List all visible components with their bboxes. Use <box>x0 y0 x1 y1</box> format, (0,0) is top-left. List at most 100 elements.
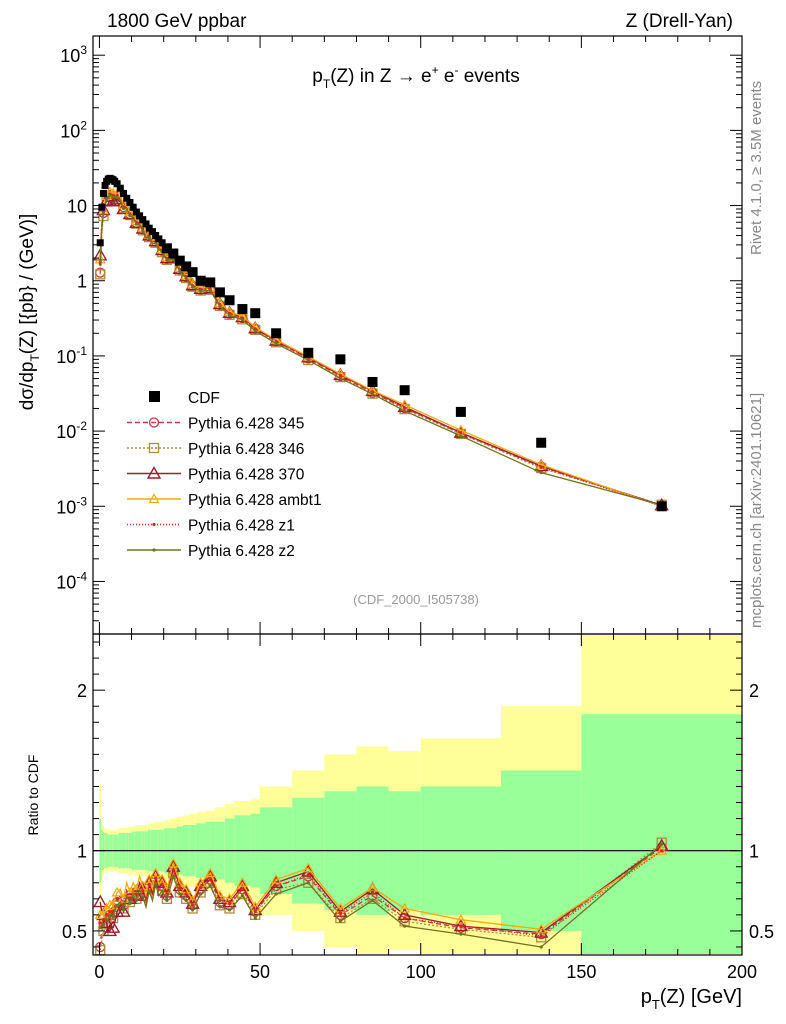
legend: CDF Pythia 6.428 345 Pythia 6.428 346 Pythi… <box>127 390 322 560</box>
main-ytick-label-1: 10-3 <box>56 494 87 517</box>
ratio-marker-5-18 <box>141 895 145 899</box>
ratio-frame <box>92 633 743 956</box>
legend-marker-3 <box>148 493 160 504</box>
ratio-marker-4-35 <box>253 910 257 914</box>
cdf-point-31 <box>205 277 216 288</box>
ratio-marker-3-37 <box>302 862 314 873</box>
ratio-marker-3-26 <box>167 857 179 868</box>
ratio-marker-4-6 <box>108 910 112 914</box>
main-ytick-exponent-1: -3 <box>76 494 87 508</box>
ratio-uncertainty-bands <box>99 635 742 954</box>
ratio-marker-4-29 <box>190 903 195 907</box>
ratio-marker-4-24 <box>160 882 164 886</box>
main-marker-5-40 <box>403 409 407 413</box>
ratio-ytick-label-right-2: 2 <box>749 681 759 701</box>
ratio-marker-2-22 <box>148 868 163 882</box>
main-marker-5-29 <box>190 285 195 289</box>
ratio-marker-3-34 <box>236 877 248 887</box>
main-ytick-label-3: 10-1 <box>56 344 87 367</box>
ratio-marker-3-43 <box>656 844 668 855</box>
ratio-marker-5-12 <box>121 908 126 912</box>
main-ytick-exponent-3: -1 <box>76 344 87 358</box>
ratio-marker-2-6 <box>102 923 118 937</box>
main-ytick-mantissa-2: 10 <box>56 422 76 442</box>
ratio-marker-3-41 <box>455 913 467 924</box>
plot-frames <box>92 35 743 956</box>
legend-label-2: Pythia 6.428 370 <box>188 467 305 484</box>
ratio-marker-5-27 <box>178 892 182 896</box>
cdf-point-0 <box>96 239 104 247</box>
ratio-marker-5-35 <box>253 916 257 920</box>
ratio-marker-5-43 <box>660 842 664 846</box>
legend-marker-4 <box>152 522 156 527</box>
cdf-point-14 <box>126 198 134 206</box>
main-marker-5-6 <box>108 193 112 198</box>
main-marker-5-8 <box>111 195 115 199</box>
ratio-marker-5-0 <box>98 926 102 930</box>
title-rest: (Z) in Z → e <box>330 66 431 87</box>
ratio-marker-4-36 <box>274 884 278 888</box>
cdf-point-15 <box>129 203 137 211</box>
main-ytick-label-6: 102 <box>60 118 87 141</box>
ratio-marker-2-0 <box>93 894 108 908</box>
main-marker-5-39 <box>370 392 375 396</box>
main-marker-5-14 <box>128 213 132 218</box>
header-left: 1800 GeV ppbar <box>107 11 247 32</box>
xlabel-sub: T <box>652 997 660 1012</box>
ratio-marker-5-40 <box>403 924 407 928</box>
ratio-ytick-label-left-0: 0.5 <box>62 922 87 942</box>
cdf-point-27 <box>174 255 185 266</box>
main-marker-5-31 <box>208 288 212 293</box>
ratio-marker-4-33 <box>227 902 232 906</box>
cdf-point-17 <box>136 212 144 220</box>
title-e2: e <box>439 66 455 87</box>
xlabel-p: p <box>641 986 652 1008</box>
main-marker-5-0 <box>98 262 102 266</box>
main-title: pT(Z) in Z → e+ e- events <box>312 63 519 91</box>
legend-label-4: Pythia 6.428 z1 <box>188 518 295 535</box>
main-marker-4-40 <box>403 406 407 410</box>
legend-label-5: Pythia 6.428 z2 <box>188 543 295 560</box>
ratio-xtick-label-1: 50 <box>250 962 270 982</box>
legend-marker-2 <box>146 466 162 479</box>
cdf-point-29 <box>187 267 198 278</box>
cdf-point-10 <box>113 180 121 188</box>
main-marker-5-16 <box>134 222 138 226</box>
ratio-ytick-label-left-2: 2 <box>77 681 87 701</box>
ratio-marker-3-42 <box>535 923 547 934</box>
main-marker-5-38 <box>338 376 342 380</box>
ratio-marker-4-41 <box>459 924 463 928</box>
main-marker-5-30 <box>199 289 203 293</box>
cdf-point-36 <box>271 328 282 339</box>
cdf-point-42 <box>536 437 547 448</box>
main-marker-5-37 <box>306 358 310 362</box>
main-marker-4-41 <box>459 431 463 435</box>
ratio-marker-3-40 <box>399 902 411 913</box>
main-ytick-exponent-0: -4 <box>76 569 87 583</box>
cdf-point-34 <box>237 304 248 315</box>
ratio-marker-2-35 <box>248 902 263 916</box>
main-marker-5-4 <box>105 198 109 202</box>
legend-cdf-marker <box>149 391 160 402</box>
ratio-marker-5-42 <box>539 945 543 949</box>
ratio-xtick-label-2: 100 <box>406 962 436 982</box>
ratio-marker-4-27 <box>178 885 182 890</box>
main-line-1 <box>99 195 662 506</box>
ratio-marker-5-8 <box>111 914 115 919</box>
main-marker-5-36 <box>274 341 278 346</box>
main-marker-2-8 <box>105 193 121 207</box>
cdf-point-18 <box>139 216 147 224</box>
cdf-point-32 <box>214 287 225 298</box>
cdf-point-11 <box>116 184 124 192</box>
ratio-marker-5-24 <box>160 889 164 893</box>
main-line-4 <box>99 192 662 507</box>
cdf-point-12 <box>120 189 128 197</box>
title-sub-t: T <box>323 77 331 91</box>
ratio-marker-5-39 <box>370 898 375 903</box>
analysis-id: (CDF_2000_I505738) <box>353 592 479 607</box>
ratio-ytick-label-right-1: 1 <box>749 842 759 862</box>
ratio-xtick-label-0: 0 <box>94 962 104 982</box>
main-marker-5-32 <box>218 304 222 309</box>
cdf-point-13 <box>123 194 131 202</box>
